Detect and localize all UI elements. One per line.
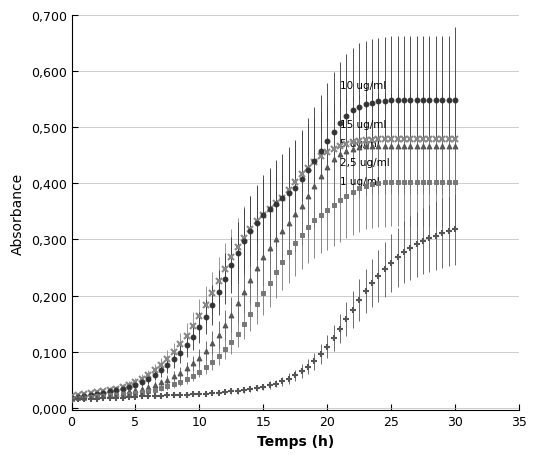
Text: 10 ug/ml: 10 ug/ml (340, 81, 386, 91)
Text: 15 ug/ml: 15 ug/ml (340, 120, 386, 130)
X-axis label: Temps (h): Temps (h) (257, 434, 334, 448)
Text: 2,5 ug/ml: 2,5 ug/ml (340, 158, 390, 168)
Text: 1 ug/ml: 1 ug/ml (340, 176, 380, 186)
Y-axis label: Absorbance: Absorbance (11, 172, 25, 254)
Text: 5 ug/ml: 5 ug/ml (340, 139, 380, 149)
